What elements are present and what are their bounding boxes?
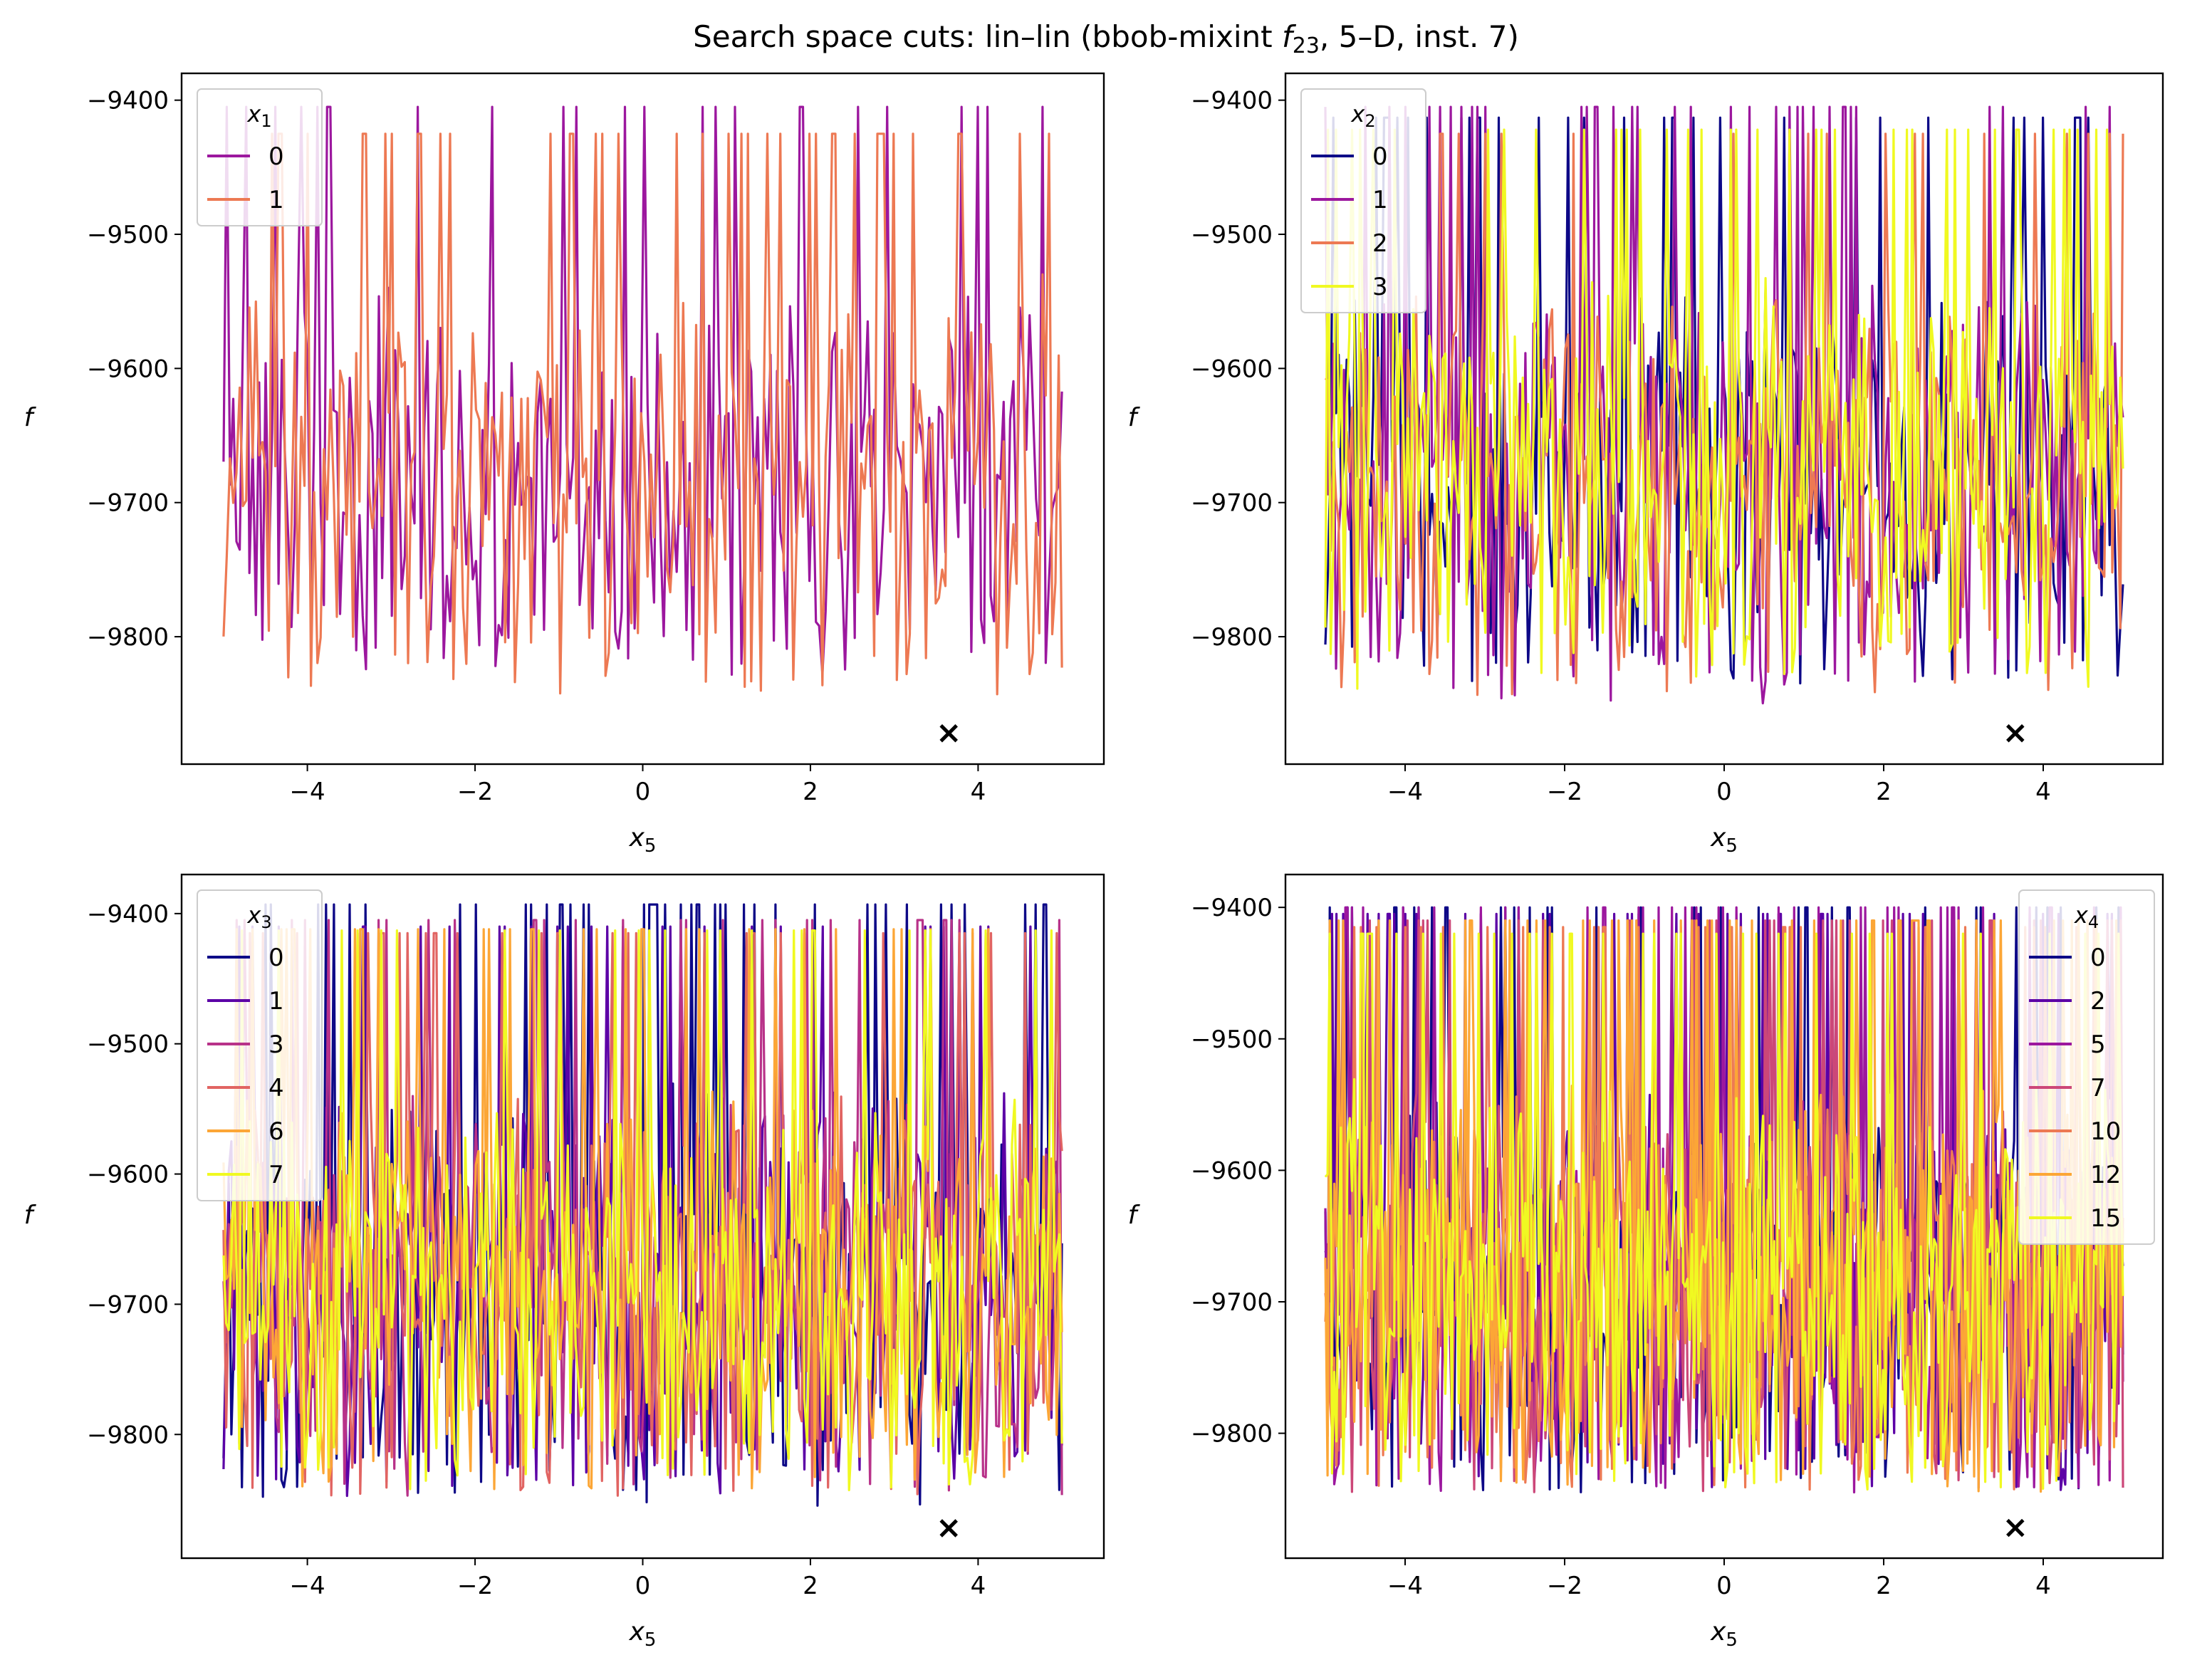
legend-label-0: 0 [268,142,284,171]
x-tick-label: 0 [635,778,651,806]
series-group [1324,105,2124,705]
series-line-1 [222,132,1063,696]
legend-label-2: 2 [1372,229,1388,258]
y-tick-label: −9700 [87,1290,169,1319]
x-tick-label: −4 [290,778,325,806]
x-tick-label: 4 [2035,1572,2051,1600]
legend-title: x1 [246,100,271,131]
x-tick-label: 4 [971,1572,986,1600]
legend-title: x3 [246,902,271,932]
x-tick-label: 4 [971,778,986,806]
legend-label-2: 2 [2090,987,2106,1016]
legend-label-6: 6 [268,1117,284,1146]
legend-label-3: 3 [1372,273,1388,301]
series-line-7 [222,929,1063,1491]
y-tick-label: −9600 [87,355,169,383]
panels: −4 −2 0 2 4−9400−9500−9600−9700−9800x5fx101−… [24,72,2164,1651]
legend-label-3: 3 [268,1030,284,1059]
y-tick-label: −9700 [1191,489,1273,518]
y-axis-label: f [1128,1201,1141,1230]
y-tick-label: −9400 [87,900,169,929]
x-axis-label: x5 [629,1617,657,1651]
y-axis-label: f [24,403,37,432]
legend-label-12: 12 [2090,1161,2121,1189]
optimum-marker [939,1519,958,1538]
x-tick-label: −2 [1547,778,1582,806]
y-axis-label: f [24,1201,37,1230]
legend-label-15: 15 [2090,1204,2121,1233]
y-tick-label: −9600 [87,1161,169,1189]
legend-label-4: 4 [268,1074,284,1102]
y-tick-label: −9400 [87,87,169,115]
x-tick-label: −2 [1547,1572,1582,1600]
y-tick-label: −9500 [1191,221,1273,249]
y-tick-label: −9500 [1191,1025,1273,1054]
legend-label-5: 5 [2090,1030,2106,1059]
y-axis-label: f [1128,403,1141,432]
y-tick-label: −9500 [87,221,169,249]
x-tick-label: −2 [457,778,493,806]
legend-label-1: 1 [1372,186,1388,214]
legend: x4 0 2 5 7 10 12 15 [2018,889,2155,1245]
legend-label-7: 7 [2090,1074,2106,1102]
y-tick-label: −9600 [1191,355,1273,383]
x-tick-label: 4 [2035,778,2051,806]
figure-title-f-sub: 23 [1293,33,1320,58]
x-tick-label: −4 [290,1572,325,1600]
legend-label-1: 1 [268,186,284,214]
y-tick-label: −9800 [87,623,169,652]
x-tick-label: 0 [635,1572,651,1600]
optimum-marker [2006,724,2025,743]
legend-label-7: 7 [268,1161,284,1189]
x-tick-label: −2 [457,1572,493,1600]
legend-label-0: 0 [2090,944,2106,972]
y-tick-label: −9800 [1191,1420,1273,1449]
legend-label-1: 1 [268,987,284,1016]
x-axis-label: x5 [629,823,657,857]
series-line-3 [1324,128,2124,690]
series-group [1324,906,2124,1494]
x-tick-label: −4 [1387,778,1423,806]
panel-bottom-left: −4 −2 0 2 4 −9400 −9500 −9600 −9700 −9800 x5 f x3 0 1 3… [24,873,1105,1651]
panel-top-left: −4 −2 0 2 4 −9400 −9500 −9600 −9700 −9800 x5 f x1 0 1 [24,72,1105,857]
panel-top-right: −4 −2 0 2 4−9400−9500−9600−9700−9800x5fx2012… [1128,72,2164,857]
y-tick-label: −9700 [1191,1288,1273,1317]
y-tick-label: −9800 [1191,623,1273,652]
legend-label-0: 0 [1372,142,1388,171]
series-line-15 [1324,932,2124,1491]
series-line-1 [1324,105,2124,705]
legend: x1 0 1 [197,88,323,226]
x-tick-label: 2 [1876,778,1892,806]
y-tick-label: −9400 [1191,87,1273,115]
figure-title-prefix: Search space cuts: lin–lin (bbob-mixint [693,19,1282,54]
optimum-marker [939,724,958,743]
legend-label-10: 10 [2090,1117,2121,1146]
y-tick-label: −9700 [87,489,169,518]
legend-title: x4 [2074,902,2099,932]
y-tick-label: −9600 [1191,1157,1273,1185]
y-tick-label: −9400 [1191,894,1273,922]
series-group [222,903,1063,1507]
panel-bottom-right: −4 −2 0 2 4 −9400 −9500 −9600 −9700 −9800 x5 f x4 0 2 5… [1128,873,2164,1651]
x-tick-label: 2 [803,778,818,806]
legend-label-0: 0 [268,944,284,972]
x-tick-label: 2 [803,1572,818,1600]
y-tick-label: −9500 [87,1030,169,1059]
x-tick-label: 0 [1716,1572,1732,1600]
x-axis-label: x5 [1710,1617,1738,1651]
figure-title: Search space cuts: lin–lin (bbob-mixint … [693,19,1519,58]
figure-title-suffix: , 5–D, inst. 7) [1320,19,1519,54]
optimum-marker [2006,1518,2025,1538]
x-tick-label: 0 [1716,778,1732,806]
series-group [222,105,1063,696]
x-tick-label: −4 [1387,1572,1423,1600]
y-tick-label: −9800 [87,1421,169,1449]
legend: x3 0 1 3 4 6 7 [197,889,323,1201]
x-axis-label: x5 [1710,823,1738,857]
x-tick-label: 2 [1876,1572,1892,1600]
